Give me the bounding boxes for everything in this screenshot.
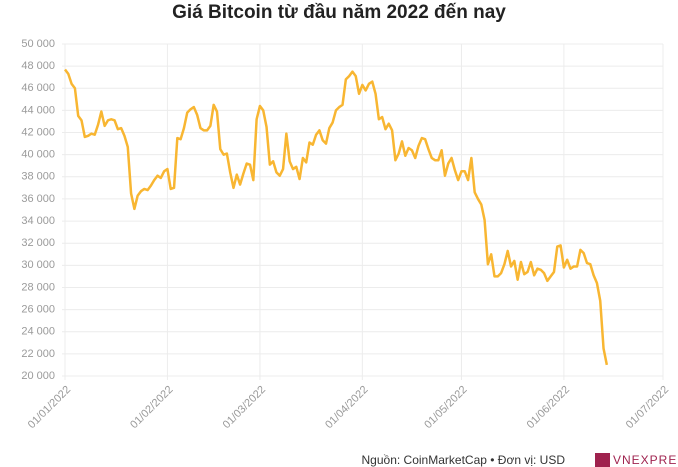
x-tick-label: 01/07/2022 [624,384,671,431]
y-tick-label: 20 000 [21,370,55,382]
y-tick-label: 44 000 [21,104,55,116]
x-tick-label: 01/01/2022 [26,384,73,431]
y-tick-label: 28 000 [21,281,55,293]
y-tick-label: 42 000 [21,126,55,138]
source-note: Nguồn: CoinMarketCap • Đơn vị: USD [362,453,566,467]
price-line [63,68,609,366]
logo-icon [595,453,610,467]
x-tick-label: 01/05/2022 [422,384,469,431]
y-tick-label: 38 000 [21,171,55,183]
y-tick-label: 36 000 [21,193,55,205]
x-tick-label: 01/02/2022 [128,384,175,431]
y-tick-label: 48 000 [21,60,55,72]
chart-title: Giá Bitcoin từ đầu năm 2022 đến nay [172,2,506,23]
y-tick-label: 46 000 [21,82,55,94]
x-tick-label: 01/03/2022 [221,384,268,431]
y-tick-label: 32 000 [21,237,55,249]
x-tick-label: 01/06/2022 [525,384,572,431]
y-tick-label: 26 000 [21,304,55,316]
y-tick-label: 22 000 [21,348,55,360]
y-tick-label: 50 000 [21,38,55,50]
y-tick-label: 40 000 [21,149,55,161]
y-tick-label: 34 000 [21,215,55,227]
logo-text: VNEXPRESS [613,453,678,467]
x-tick-label: 01/04/2022 [323,384,370,431]
y-tick-label: 30 000 [21,259,55,271]
y-tick-label: 24 000 [21,326,55,338]
